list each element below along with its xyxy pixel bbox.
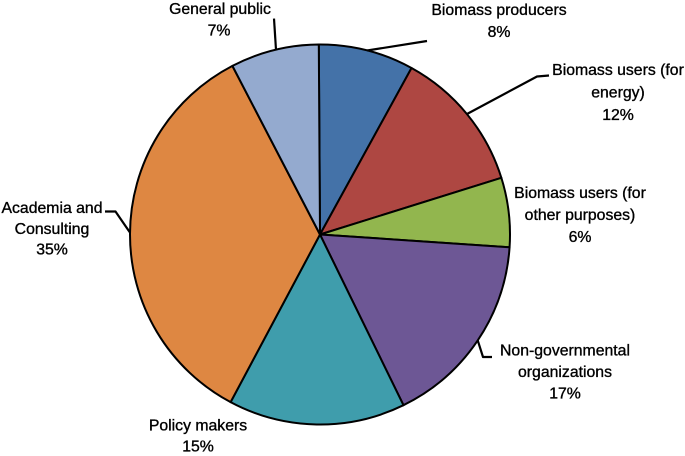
- svg-text:organizations: organizations: [518, 364, 612, 381]
- svg-text:Academia and: Academia and: [2, 200, 103, 217]
- svg-text:energy): energy): [591, 85, 645, 102]
- svg-text:12%: 12%: [602, 107, 634, 124]
- svg-text:6%: 6%: [569, 229, 592, 246]
- svg-text:8%: 8%: [488, 24, 511, 41]
- svg-text:Non-governmental: Non-governmental: [500, 343, 630, 360]
- svg-text:other purposes): other purposes): [525, 207, 636, 224]
- svg-text:Biomass users (for: Biomass users (for: [552, 62, 684, 79]
- svg-text:Policy makers: Policy makers: [149, 417, 247, 434]
- svg-text:Biomass producers: Biomass producers: [431, 2, 566, 19]
- svg-text:15%: 15%: [182, 439, 214, 456]
- svg-text:Consulting: Consulting: [15, 221, 90, 238]
- svg-text:17%: 17%: [549, 386, 581, 403]
- svg-text:Biomass users (for: Biomass users (for: [514, 185, 646, 202]
- svg-text:7%: 7%: [208, 22, 231, 39]
- svg-text:General public: General public: [169, 1, 271, 18]
- svg-text:35%: 35%: [36, 242, 68, 259]
